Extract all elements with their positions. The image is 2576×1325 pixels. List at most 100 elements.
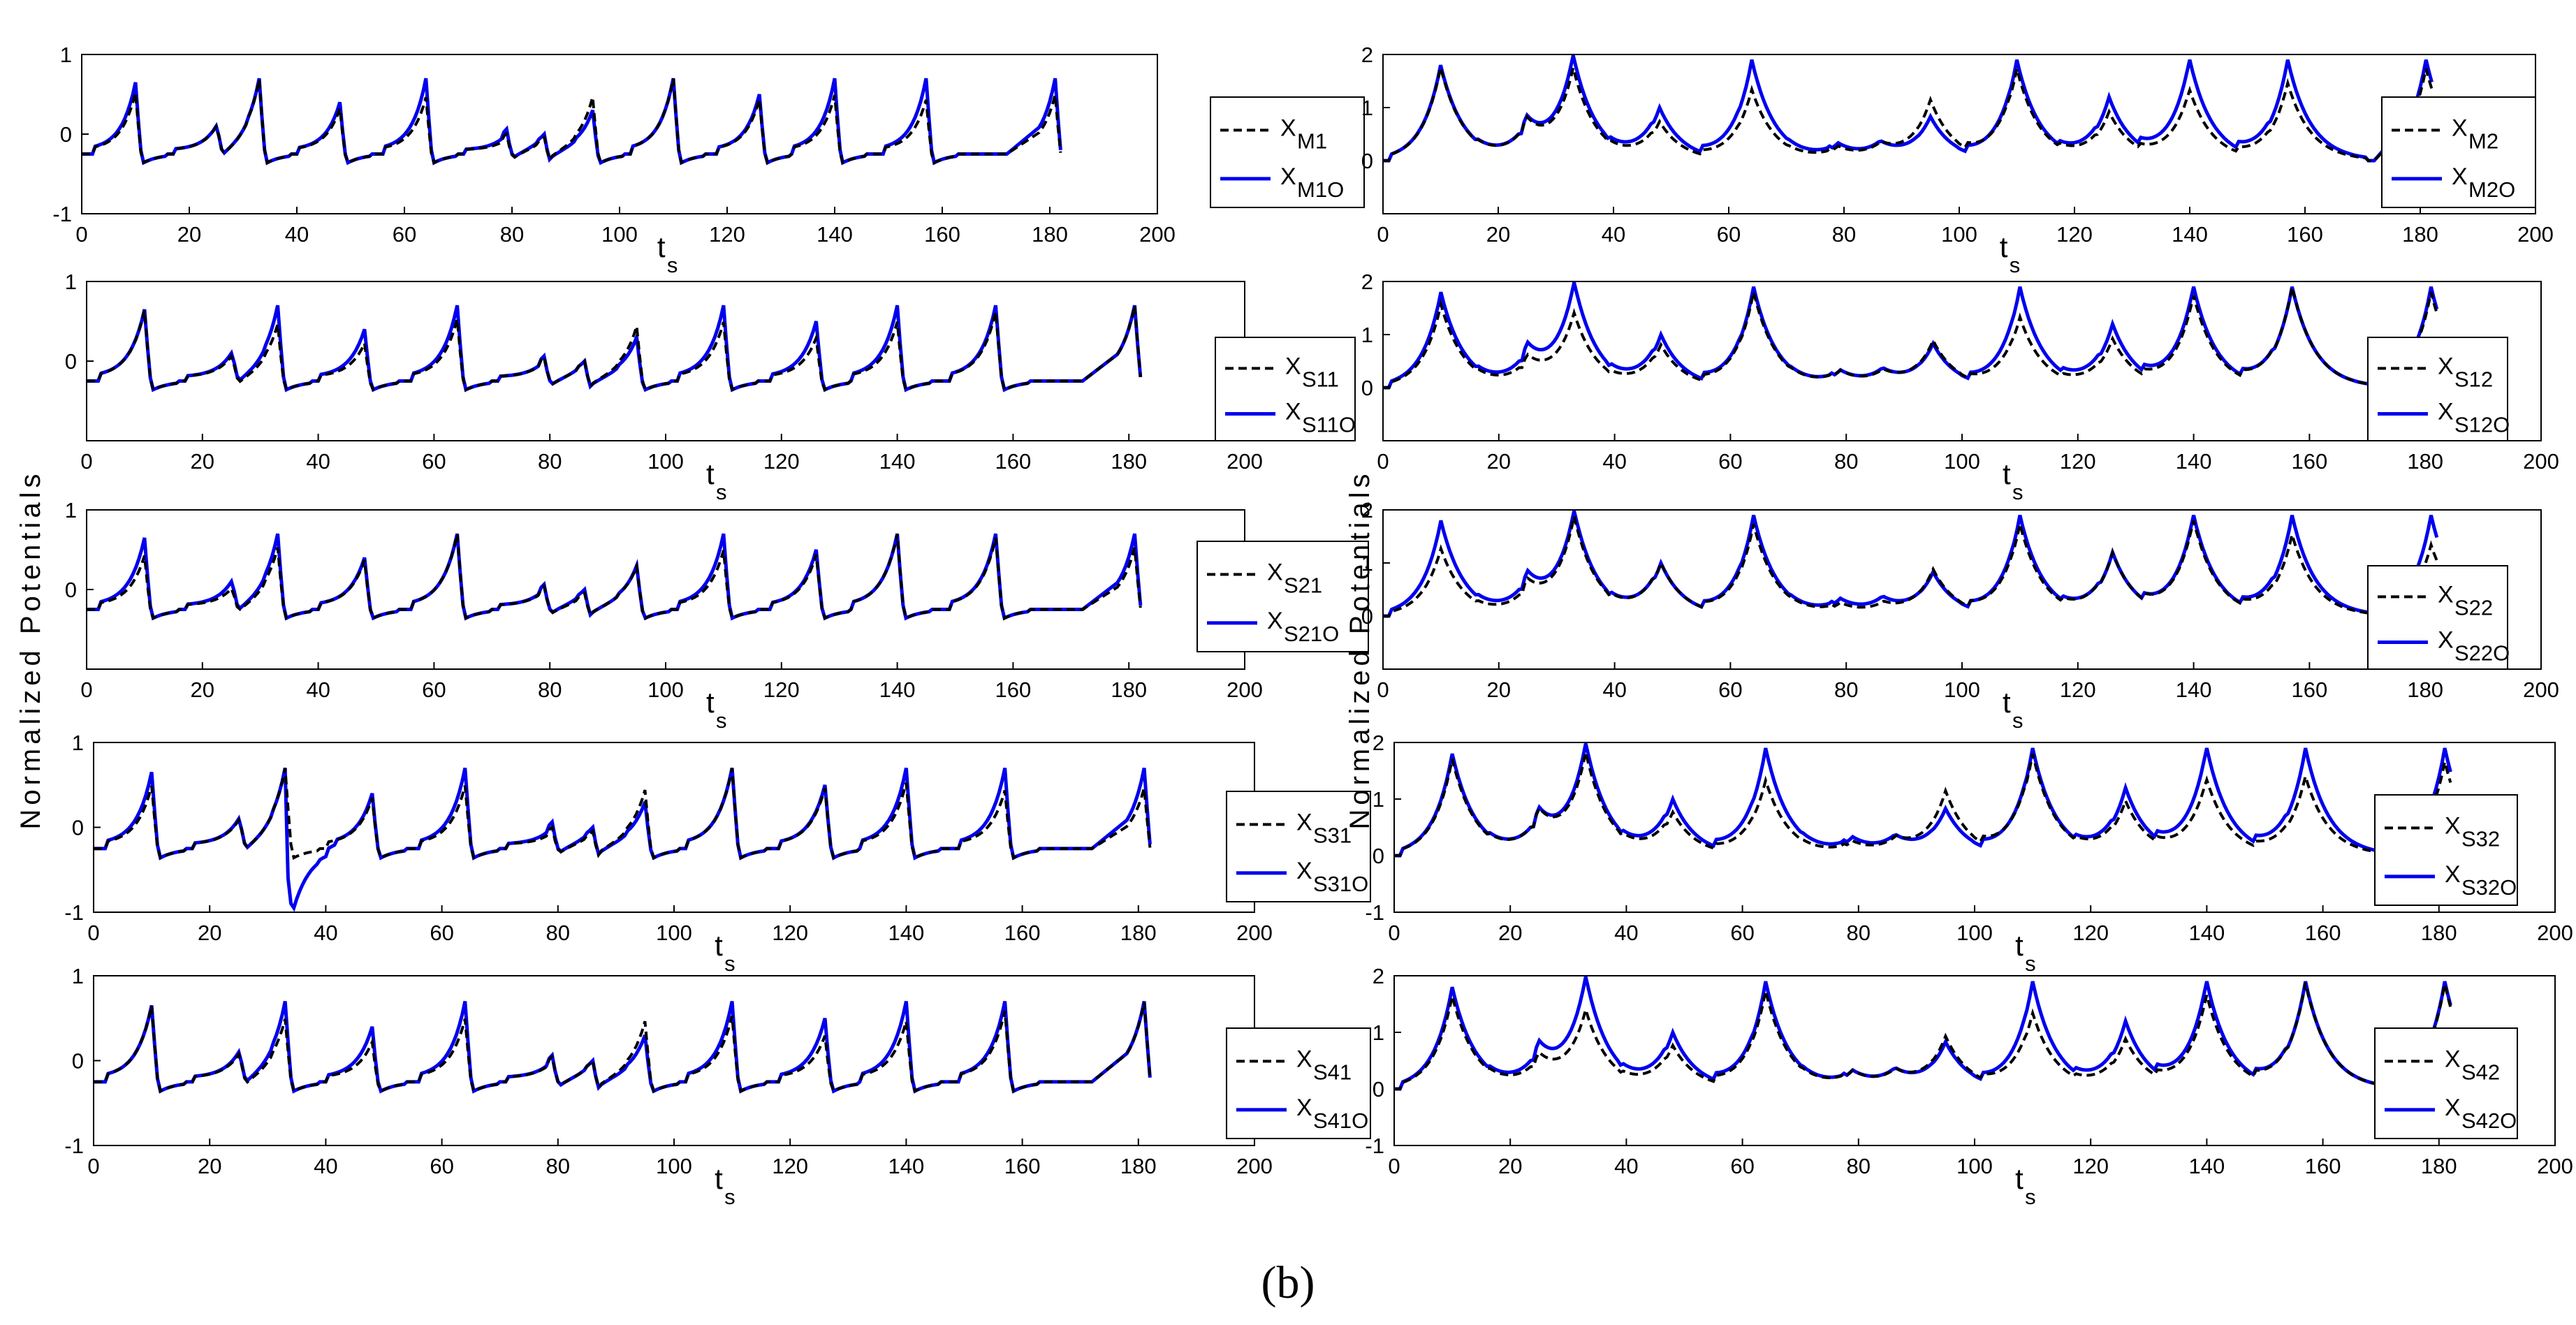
x-tick-label: 120 xyxy=(709,222,745,247)
legend-label-sub: S11O xyxy=(1302,413,1356,437)
series-line-S11 xyxy=(87,305,1142,392)
x-axis-label-sub: s xyxy=(716,480,727,504)
x-tick-label: 40 xyxy=(306,678,330,702)
x-tick-label: 180 xyxy=(2407,678,2443,702)
x-tick-label: 100 xyxy=(656,921,692,945)
x-tick-label: 20 xyxy=(177,222,201,247)
legend-box xyxy=(2381,96,2536,208)
y-tick-label: 0 xyxy=(65,349,77,374)
x-axis-label: t xyxy=(2003,457,2011,490)
y-tick-label: 2 xyxy=(1361,43,1373,67)
series-line-S42O xyxy=(1394,976,2452,1091)
x-tick-label: 0 xyxy=(1388,921,1400,945)
legend-label-sub: S32 xyxy=(2461,826,2500,851)
x-tick-label: 180 xyxy=(1111,449,1147,474)
x-tick-label: 200 xyxy=(1236,921,1273,945)
y-tick-label: -1 xyxy=(64,900,84,925)
plot-frame xyxy=(93,742,1255,913)
series-line-M2 xyxy=(1383,66,2434,162)
series-line-S31O xyxy=(94,767,1152,912)
x-tick-label: 80 xyxy=(1834,449,1858,474)
series-line-M1 xyxy=(82,78,1062,165)
legend-M2: X M2X M2O xyxy=(2381,96,2536,208)
legend-label: X xyxy=(2438,581,2454,608)
legend-label: X xyxy=(1267,608,1283,634)
x-tick-label: 180 xyxy=(1120,1154,1157,1178)
y-tick-label: 2 xyxy=(1361,498,1373,522)
x-tick-label: 140 xyxy=(2189,1154,2225,1178)
figure-caption: (b) xyxy=(1261,1257,1315,1308)
x-tick-label: 20 xyxy=(1486,222,1510,247)
x-tick-label: 180 xyxy=(2421,921,2457,945)
x-tick-label: 200 xyxy=(2523,678,2559,702)
legend-label-sub: S32O xyxy=(2461,875,2517,900)
x-tick-label: 80 xyxy=(1847,921,1871,945)
legend-label-sub: S22O xyxy=(2454,641,2510,666)
y-tick-label: 0 xyxy=(1373,844,1384,868)
x-tick-label: 120 xyxy=(772,1154,808,1178)
legend-label-sub: S42O xyxy=(2461,1108,2517,1133)
x-axis-label: t xyxy=(2015,1162,2024,1195)
x-tick-label: 60 xyxy=(393,222,416,247)
x-tick-label: 180 xyxy=(2402,222,2438,247)
x-tick-label: 140 xyxy=(817,222,853,247)
y-tick-label: 1 xyxy=(60,43,72,67)
legend-box xyxy=(1226,791,1371,902)
x-tick-label: 140 xyxy=(2176,678,2212,702)
series-line-S21 xyxy=(87,533,1142,620)
y-tick-label: -1 xyxy=(1365,900,1384,925)
x-axis-label: t xyxy=(706,457,715,490)
series-line-S31 xyxy=(94,768,1152,861)
x-axis-label-sub: s xyxy=(2012,480,2024,504)
x-tick-label: 140 xyxy=(888,921,925,945)
y-tick-label: 1 xyxy=(1373,787,1384,812)
y-tick-label: 0 xyxy=(1361,149,1373,173)
x-axis-label-sub: s xyxy=(2012,708,2024,733)
legend-label: X xyxy=(2438,627,2454,654)
series-line-S32 xyxy=(1394,752,2452,857)
x-tick-label: 60 xyxy=(1730,921,1754,945)
x-tick-label: 80 xyxy=(1847,1154,1871,1178)
legend-M1: X M1X M1O xyxy=(1210,96,1365,208)
legend-label: X xyxy=(1296,809,1312,835)
x-axis-label: t xyxy=(2015,929,2024,962)
x-axis-label: t xyxy=(2003,686,2011,719)
x-axis-label: t xyxy=(715,929,723,962)
x-tick-label: 40 xyxy=(1602,222,1625,247)
x-tick-label: 100 xyxy=(1941,222,1977,247)
x-tick-label: 140 xyxy=(888,1154,925,1178)
legend-label-sub: S31O xyxy=(1313,872,1368,896)
x-tick-label: 20 xyxy=(198,921,221,945)
x-tick-label: 100 xyxy=(1956,921,1993,945)
x-tick-label: 180 xyxy=(1120,921,1157,945)
x-axis-label-sub: s xyxy=(2010,253,2021,277)
series-line-S32O xyxy=(1394,743,2452,858)
legend-box xyxy=(2374,1027,2518,1139)
x-tick-label: 20 xyxy=(1487,449,1511,474)
x-tick-label: 0 xyxy=(80,449,92,474)
x-tick-label: 80 xyxy=(1834,678,1858,702)
x-tick-label: 160 xyxy=(995,678,1032,702)
legend-label-sub: S41 xyxy=(1313,1060,1352,1084)
x-tick-label: 160 xyxy=(995,449,1032,474)
x-tick-label: 160 xyxy=(1004,921,1041,945)
y-tick-label: -1 xyxy=(64,1134,84,1158)
x-tick-label: 60 xyxy=(422,678,446,702)
series-line-S41 xyxy=(94,1002,1152,1094)
legend-box xyxy=(2367,337,2508,441)
x-tick-label: 0 xyxy=(1377,222,1389,247)
y-tick-label: 0 xyxy=(72,816,84,840)
x-tick-label: 140 xyxy=(2172,222,2208,247)
y-tick-label: 1 xyxy=(65,498,77,522)
legend-box xyxy=(1210,96,1365,208)
y-tick-label: 0 xyxy=(60,122,72,147)
legend-label: X xyxy=(2438,353,2454,379)
x-tick-label: 0 xyxy=(1388,1154,1400,1178)
